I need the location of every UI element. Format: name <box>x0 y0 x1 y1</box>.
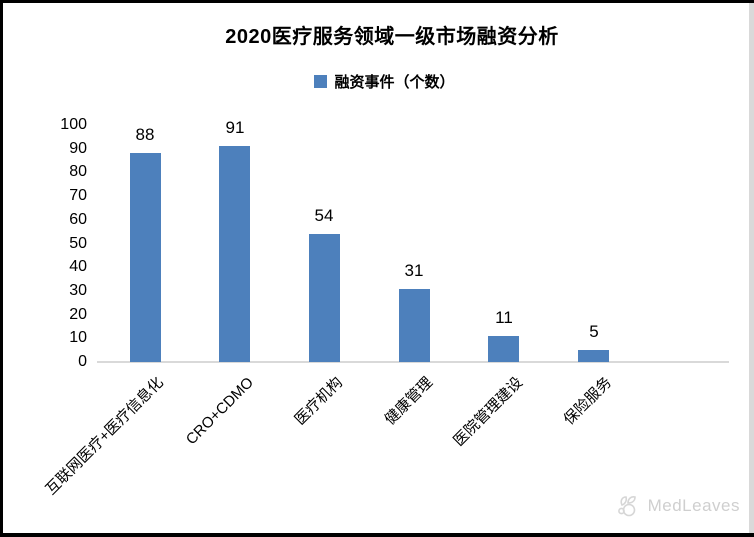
watermark: MedLeaves <box>616 493 740 519</box>
legend-label: 融资事件（个数） <box>334 74 455 91</box>
bar-0 <box>130 153 161 362</box>
y-tick-label-60: 60 <box>69 210 87 228</box>
bar-value-label-2: 54 <box>314 206 334 225</box>
frame-bottom-edge <box>0 533 754 537</box>
watermark-text: MedLeaves <box>647 496 740 515</box>
bar-value-label-0: 88 <box>135 125 155 144</box>
x-axis-label-5: 保险服务 <box>561 374 616 429</box>
y-tick-label-50: 50 <box>69 234 87 252</box>
frame-right-edge <box>749 0 754 537</box>
y-tick-label-90: 90 <box>69 139 87 157</box>
bar-1 <box>219 146 250 362</box>
bar-value-label-4: 11 <box>495 308 513 327</box>
y-tick-label-80: 80 <box>69 163 87 181</box>
frame-top-edge <box>0 0 754 3</box>
medleaves-logo-icon <box>617 496 636 517</box>
x-axis-label-1: CRO+CDMO <box>182 374 257 449</box>
x-axis-line <box>97 361 729 363</box>
bar-4 <box>488 336 519 362</box>
y-tick-label-70: 70 <box>69 187 87 205</box>
x-axis-label-4: 医院管理建设 <box>450 374 526 450</box>
chart-title: 2020医疗服务领域一级市场融资分析 <box>225 26 559 48</box>
x-axis-label-2: 医疗机构 <box>291 374 347 429</box>
bar-value-label-1: 91 <box>225 118 245 137</box>
y-tick-label-40: 40 <box>69 258 87 276</box>
bar-5 <box>578 350 609 362</box>
x-axis-label-0: 互联网医疗+医疗信息化 <box>42 374 168 499</box>
y-tick-label-0: 0 <box>78 353 87 370</box>
frame-left-edge <box>0 0 3 537</box>
legend: 融资事件（个数） <box>15 71 754 92</box>
y-tick-label-20: 20 <box>69 305 87 323</box>
legend-swatch-icon <box>314 75 328 88</box>
bar-3 <box>399 289 430 362</box>
x-axis-label-3: 健康管理 <box>381 374 437 429</box>
bar-value-label-5: 5 <box>589 322 599 341</box>
y-tick-label-10: 10 <box>69 329 87 347</box>
bar-2 <box>309 234 340 362</box>
bar-value-label-3: 31 <box>404 261 424 280</box>
y-tick-label-30: 30 <box>69 281 87 299</box>
y-tick-label-100: 100 <box>60 116 87 133</box>
